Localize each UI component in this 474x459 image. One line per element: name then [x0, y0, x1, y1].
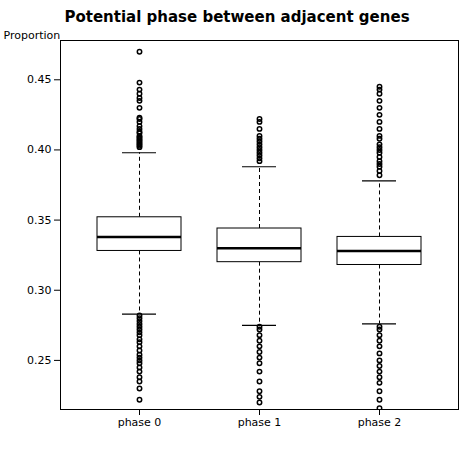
svg-text:Proportion: Proportion	[4, 29, 61, 42]
svg-text:0.45: 0.45	[27, 73, 52, 86]
svg-text:0.40: 0.40	[27, 143, 52, 156]
html-text:Potential phase between adjace: Potential phase between adjacent genes	[64, 8, 410, 26]
svg-text:phase 2: phase 2	[358, 416, 402, 429]
svg-text:0.25: 0.25	[27, 354, 52, 367]
svg-text:phase 1: phase 1	[238, 416, 282, 429]
svg-text:0.35: 0.35	[27, 214, 52, 227]
svg-text:0.30: 0.30	[27, 284, 52, 297]
svg-text:phase 0: phase 0	[118, 416, 162, 429]
